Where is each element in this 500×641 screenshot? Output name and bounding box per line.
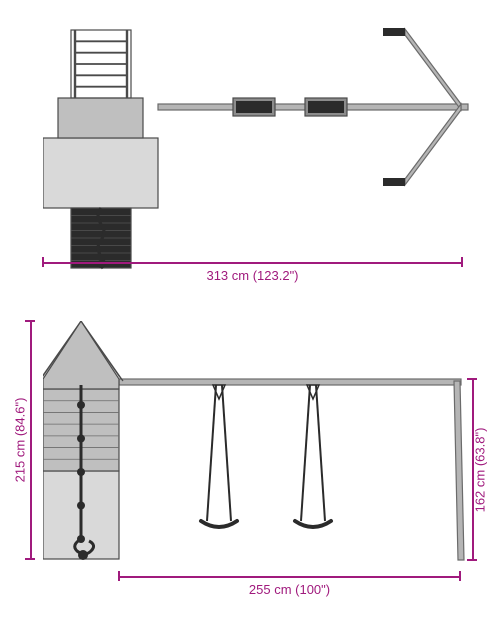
dimension-tick — [118, 571, 120, 581]
top-view — [43, 20, 473, 270]
dimension-tick — [25, 558, 35, 560]
dimension-tick — [459, 571, 461, 581]
dimension-tick — [461, 257, 463, 267]
dimension-tick — [25, 320, 35, 322]
dimension-tick — [467, 378, 477, 380]
dimension-tick — [42, 257, 44, 267]
dimension-label: 215 cm (84.6") — [13, 398, 28, 483]
dimension-label: 162 cm (63.8") — [473, 427, 488, 512]
dimension-label: 313 cm (123.2") — [206, 268, 298, 283]
dimension-line — [43, 262, 462, 264]
dimension-line — [119, 576, 460, 578]
dimension-line — [30, 321, 32, 559]
dimension-tick — [467, 559, 477, 561]
dimension-label: 255 cm (100") — [249, 582, 330, 597]
side-view — [43, 321, 473, 571]
